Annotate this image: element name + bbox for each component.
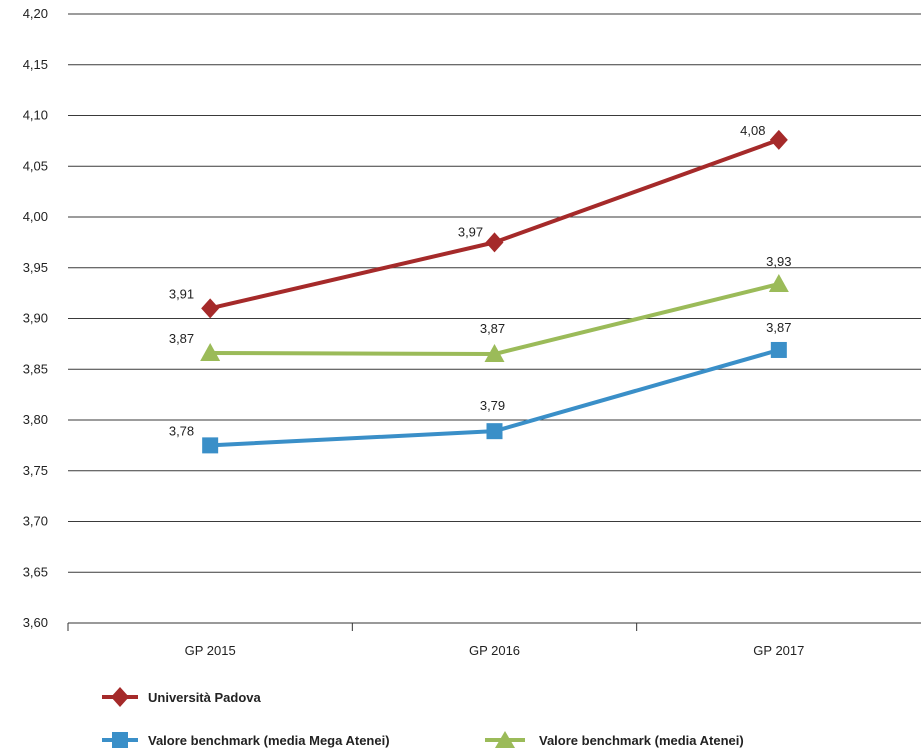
y-tick-label: 4,10 [23, 108, 48, 123]
y-axis-tick-labels: 3,60 3,65 3,70 3,75 3,80 3,85 3,90 3,95 4,00 4,05… [23, 6, 48, 630]
data-point-diamond [201, 298, 220, 319]
data-labels: 3,91 3,97 4,08 3,78 3,79 3,87 3,87 3,87 3,93 [169, 123, 792, 439]
series-line [209, 137, 780, 311]
data-point-square [202, 437, 219, 454]
y-tick-label: 4,00 [23, 209, 48, 224]
y-tick-label: 4,15 [23, 57, 48, 72]
x-tick-label: GP 2015 [185, 643, 236, 658]
y-tick-label: 4,20 [23, 6, 48, 21]
x-axis [67, 623, 638, 631]
data-label: 3,78 [169, 423, 194, 438]
y-tick-label: 3,95 [23, 260, 48, 275]
data-point-triangle [484, 344, 505, 363]
data-point-square [770, 341, 787, 358]
y-tick-label: 4,05 [23, 158, 48, 173]
y-tick-label: 3,65 [23, 564, 48, 579]
data-label: 3,97 [458, 224, 483, 239]
data-label: 4,08 [740, 123, 765, 138]
data-point-triangle [200, 343, 221, 362]
data-point-square [486, 423, 503, 440]
x-tick-label: GP 2017 [753, 643, 804, 658]
data-point-diamond [769, 129, 788, 150]
data-point-diamond [485, 232, 504, 253]
y-tick-label: 3,80 [23, 412, 48, 427]
x-axis-tick-labels: GP 2015 GP 2016 GP 2017 [185, 643, 805, 658]
series-line [210, 282, 780, 357]
data-label: 3,87 [480, 321, 505, 336]
data-point-triangle [768, 273, 789, 292]
y-tick-label: 3,75 [23, 463, 48, 478]
x-tick-label: GP 2016 [469, 643, 520, 658]
data-label: 3,93 [766, 254, 791, 269]
y-tick-label: 3,85 [23, 361, 48, 376]
gridlines [68, 13, 921, 624]
data-label: 3,79 [480, 398, 505, 413]
y-tick-label: 3,60 [23, 615, 48, 630]
data-label: 3,87 [766, 320, 791, 335]
y-tick-label: 3,70 [23, 514, 48, 529]
data-label: 3,87 [169, 331, 194, 346]
data-label: 3,91 [169, 286, 194, 301]
series-markers [200, 129, 789, 454]
y-tick-label: 3,90 [23, 311, 48, 326]
